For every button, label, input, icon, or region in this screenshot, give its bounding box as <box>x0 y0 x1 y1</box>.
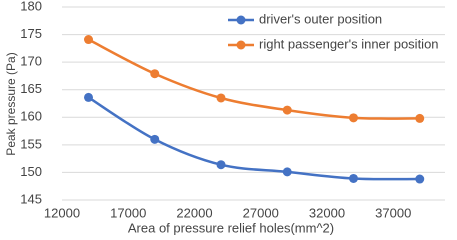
legend-marker <box>236 15 246 25</box>
y-axis-label: Peak pressure (Pa) <box>4 52 18 155</box>
x-tick-label: 17000 <box>110 205 146 220</box>
point <box>415 113 425 123</box>
series-line <box>87 96 420 181</box>
legend-label: right passenger's inner position <box>259 36 439 51</box>
point <box>349 113 358 123</box>
y-tick-label: 180 <box>20 0 42 13</box>
x-tick-label: 27000 <box>243 205 279 220</box>
point <box>216 93 226 103</box>
y-tick-label: 165 <box>20 81 42 96</box>
point <box>150 134 160 144</box>
point <box>415 174 425 184</box>
legend-marker <box>236 40 246 50</box>
y-tick-label: 145 <box>20 191 42 206</box>
point <box>349 173 358 183</box>
x-tick-label: 12000 <box>44 205 80 220</box>
y-tick-label: 150 <box>20 164 42 179</box>
x-axis-label: Area of pressure relief holes(mm^2) <box>128 220 334 235</box>
x-tick-label: 37000 <box>375 205 411 220</box>
point <box>150 69 160 79</box>
y-tick-label: 170 <box>20 54 42 69</box>
point <box>84 92 93 102</box>
y-tick-label: 175 <box>20 26 42 41</box>
point <box>282 105 292 115</box>
y-tick-label: 155 <box>20 136 42 151</box>
legend-label: driver's outer position <box>259 11 382 26</box>
point <box>282 167 292 177</box>
y-tick-label: 160 <box>20 109 42 124</box>
x-tick-label: 22000 <box>176 205 212 220</box>
point <box>84 35 93 45</box>
x-tick-label: 32000 <box>309 205 345 220</box>
series-line <box>87 38 420 120</box>
point <box>216 160 226 170</box>
